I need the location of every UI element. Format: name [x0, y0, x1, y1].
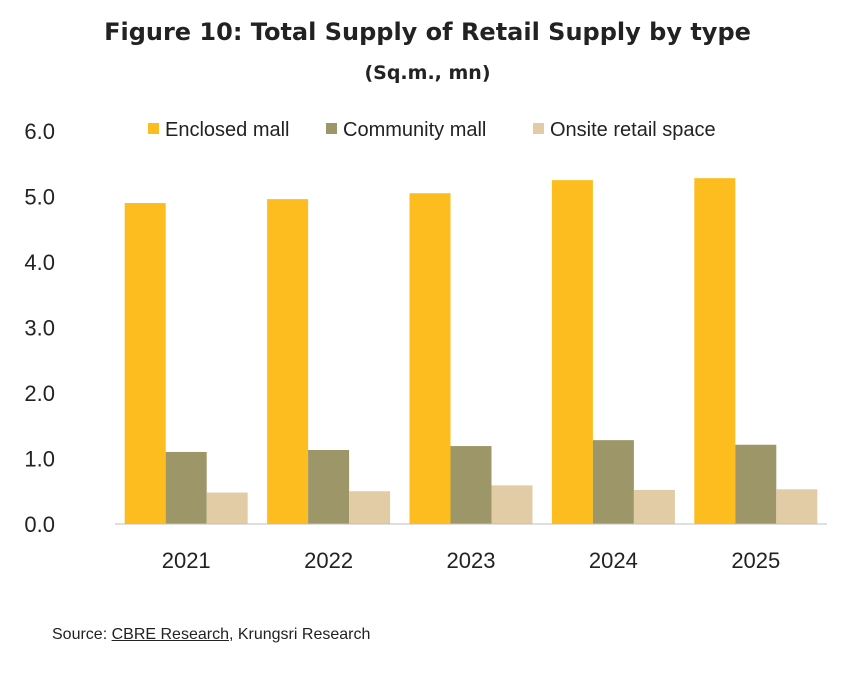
- bar-onsite-retail-space-2023: [491, 485, 533, 524]
- y-tick-label: 3.0: [24, 316, 55, 341]
- bar-enclosed-mall-2023: [409, 193, 451, 524]
- y-tick-label: 2.0: [24, 381, 55, 406]
- x-tick-label: 2021: [162, 548, 211, 573]
- bar-onsite-retail-space-2024: [633, 489, 675, 524]
- x-tick-label: 2022: [304, 548, 353, 573]
- legend-label: Enclosed mall: [165, 119, 290, 141]
- bar-enclosed-mall-2024: [551, 180, 593, 524]
- y-tick-label: 5.0: [24, 185, 55, 210]
- source-suffix: , Krungsri Research: [228, 626, 371, 643]
- legend-label: Community mall: [343, 119, 486, 141]
- x-tick-label: 2025: [731, 548, 780, 573]
- chart-title: Figure 10: Total Supply of Retail Supply…: [104, 18, 751, 46]
- bar-community-mall-2023: [450, 446, 492, 524]
- chart-subtitle: (Sq.m., mn): [364, 62, 491, 84]
- legend-swatch: [148, 123, 159, 134]
- x-tick-label: 2023: [447, 548, 496, 573]
- source-note: Source: CBRE Research, Krungsri Research: [52, 626, 370, 644]
- y-tick-label: 0.0: [24, 512, 55, 537]
- y-tick-label: 6.0: [24, 119, 55, 144]
- source-prefix: Source:: [52, 626, 112, 643]
- legend-swatch: [326, 123, 337, 134]
- bar-enclosed-mall-2025: [694, 178, 736, 524]
- source-link-cbre[interactable]: CBRE Research: [111, 626, 229, 643]
- bar-community-mall-2021: [165, 451, 207, 524]
- x-tick-label: 2024: [589, 548, 638, 573]
- bar-enclosed-mall-2022: [267, 199, 309, 524]
- legend-swatch: [533, 123, 544, 134]
- legend-label: Onsite retail space: [550, 119, 716, 141]
- y-tick-label: 1.0: [24, 447, 55, 472]
- bar-enclosed-mall-2021: [124, 203, 166, 525]
- bar-onsite-retail-space-2021: [206, 492, 248, 524]
- bar-onsite-retail-space-2025: [776, 489, 818, 524]
- y-tick-label: 4.0: [24, 250, 55, 275]
- bar-community-mall-2025: [735, 444, 777, 524]
- bar-onsite-retail-space-2022: [349, 491, 391, 524]
- bar-community-mall-2024: [592, 440, 634, 524]
- bar-community-mall-2022: [308, 449, 350, 524]
